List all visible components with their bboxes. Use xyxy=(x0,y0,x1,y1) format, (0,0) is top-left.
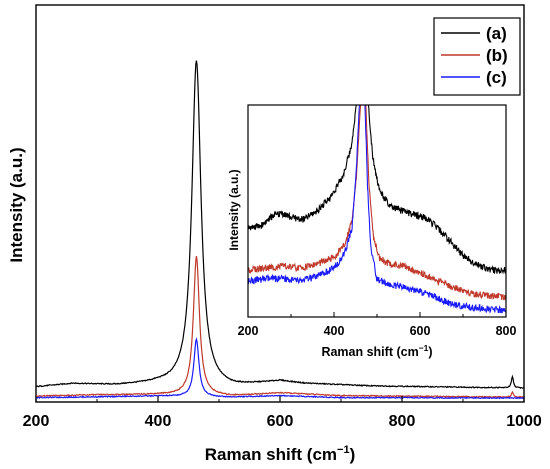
main-y-axis-title: Intensity (a.u.) xyxy=(7,147,26,262)
main-series-line-b xyxy=(35,255,525,399)
inset-x-tick-label: 200 xyxy=(238,324,259,338)
main-x-tick-label: 400 xyxy=(145,413,172,430)
inset-x-tick-label: 600 xyxy=(410,324,431,338)
legend-box xyxy=(433,17,521,96)
legend-label-b: (b) xyxy=(486,46,508,65)
main-x-tick-label: 600 xyxy=(267,413,294,430)
main-x-ticks: 200 400 600 800 1000 xyxy=(23,396,542,430)
inset-x-tick-label: 800 xyxy=(496,324,517,338)
main-x-axis-title: Raman shift (cm−1) xyxy=(205,444,355,464)
inset-x-tick-label: 400 xyxy=(324,324,345,338)
inset-series-line-a xyxy=(247,104,507,275)
main-x-tick-label: 800 xyxy=(389,413,416,430)
inset-x-ticks: 200 400 600 800 xyxy=(238,312,517,338)
legend-label-c: (c) xyxy=(486,68,507,87)
main-plot: 200 400 600 800 1000 Intensity (a.u.) Raman … xyxy=(7,4,542,464)
main-x-tick-label: 1000 xyxy=(506,413,542,430)
inset-series-line-c xyxy=(247,104,507,314)
inset-y-axis-title: Intensity (a.u.) xyxy=(227,169,241,250)
main-x-tick-label: 200 xyxy=(23,413,50,430)
inset-x-axis-title: Raman shift (cm−1) xyxy=(321,343,432,359)
inset-series-group xyxy=(247,104,507,314)
legend-label-a: (a) xyxy=(486,24,507,43)
inset-plot: 200 400 600 800 Intensity (a.u.) Raman shif… xyxy=(227,104,517,359)
inset-background xyxy=(248,105,506,317)
main-series-line-c xyxy=(35,337,525,400)
inset-series-line-b xyxy=(247,104,507,302)
main-series-line-a xyxy=(35,60,525,390)
legend: (a) (b) (c) xyxy=(433,17,521,96)
